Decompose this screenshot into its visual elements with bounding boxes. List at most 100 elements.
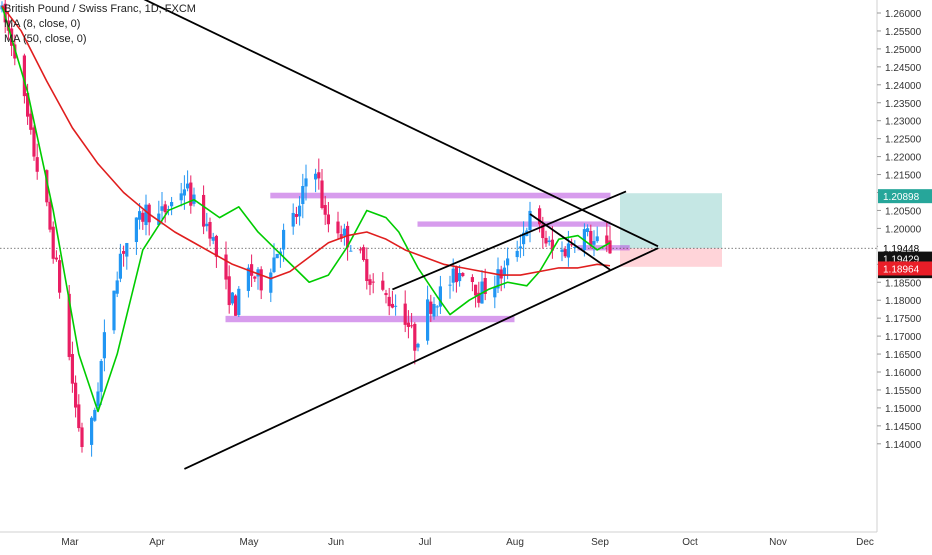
- candle-body: [406, 322, 410, 327]
- candle-body: [294, 214, 298, 217]
- candle-body: [566, 243, 570, 258]
- candle-body: [362, 247, 366, 260]
- candle-body: [26, 93, 30, 117]
- candle-body: [93, 409, 97, 421]
- candle-body: [250, 264, 254, 276]
- x-tick-label: Mar: [61, 537, 79, 548]
- candle-body: [518, 246, 522, 249]
- candle-body: [282, 229, 286, 250]
- candle-body: [458, 272, 462, 282]
- y-tick-label: 1.20500: [885, 206, 922, 217]
- candle-body: [58, 260, 62, 293]
- candle-body: [432, 304, 436, 317]
- candle-body: [186, 183, 190, 189]
- candle-body: [166, 209, 170, 211]
- candle-body: [429, 301, 433, 314]
- candle-body: [301, 186, 305, 205]
- stop-zone: [620, 248, 722, 267]
- y-tick-label: 1.25500: [885, 27, 922, 38]
- candle-body: [77, 404, 81, 429]
- candle-body: [461, 273, 465, 277]
- y-tick-label: 1.15500: [885, 386, 922, 397]
- y-tick-label: 1.21500: [885, 171, 922, 182]
- candle-body: [96, 391, 100, 407]
- candle-body: [90, 417, 94, 445]
- candle-body: [102, 332, 106, 359]
- candle-body: [125, 242, 129, 257]
- candle-body: [474, 284, 478, 296]
- candle-body: [438, 286, 442, 307]
- y-tick-label: 1.14000: [885, 440, 922, 451]
- y-tick-label: 1.22000: [885, 153, 922, 164]
- last-price-label: 1.19448: [883, 244, 920, 255]
- candle-body: [371, 281, 375, 283]
- candle-body: [22, 55, 26, 97]
- candle-body: [483, 277, 487, 294]
- candle-body: [208, 221, 212, 239]
- candle-body: [112, 290, 116, 331]
- y-tick-label: 1.14500: [885, 422, 922, 433]
- candle-body: [416, 343, 420, 348]
- candle-body: [384, 293, 388, 296]
- y-tick-label: 1.23500: [885, 99, 922, 110]
- candle-body: [234, 295, 238, 316]
- ma-slow-line: [1, 5, 611, 280]
- candle-body: [336, 221, 340, 234]
- candle-body: [547, 240, 551, 243]
- candle-body: [368, 279, 372, 285]
- x-tick-label: Oct: [682, 537, 698, 548]
- ma50-price-label: 1.18964: [883, 264, 920, 275]
- x-tick-label: Jun: [328, 537, 344, 548]
- candle-body: [496, 269, 500, 289]
- candle-body: [269, 272, 273, 293]
- candle-body: [515, 250, 519, 258]
- target-price-label: 1.20898: [883, 192, 920, 203]
- y-tick-label: 1.24000: [885, 81, 922, 92]
- candle-body: [448, 284, 452, 286]
- y-tick-label: 1.16500: [885, 350, 922, 361]
- candle-body: [246, 267, 250, 291]
- candle-body: [435, 306, 439, 308]
- candle-body: [314, 173, 318, 180]
- legend-symbol: British Pound / Swiss Franc, 1D, FXCM: [4, 3, 196, 15]
- candle-body: [115, 280, 119, 294]
- candle-body: [179, 193, 183, 201]
- candle-body: [387, 296, 391, 307]
- candle-body: [608, 240, 612, 254]
- y-tick-label: 1.20000: [885, 224, 922, 235]
- y-tick-label: 1.15000: [885, 404, 922, 415]
- candle-body: [403, 303, 407, 325]
- candle-body: [573, 247, 577, 249]
- x-tick-label: Nov: [769, 537, 787, 548]
- x-tick-label: Aug: [506, 537, 524, 548]
- trend-line-2: [392, 190, 627, 291]
- y-tick-label: 1.18500: [885, 278, 922, 289]
- y-tick-label: 1.24500: [885, 63, 922, 74]
- candle-body: [426, 299, 430, 341]
- candle-body: [205, 223, 209, 227]
- candle-body: [323, 205, 327, 215]
- y-tick-label: 1.25000: [885, 45, 922, 56]
- candle-body: [413, 323, 417, 351]
- candle-body: [592, 241, 596, 245]
- target-zone: [620, 193, 722, 249]
- legend-ma-fast: MA (8, close, 0): [4, 18, 81, 30]
- candle-body: [227, 276, 231, 306]
- candle-body: [211, 237, 215, 241]
- candle-body: [454, 266, 458, 283]
- candle-body: [410, 325, 414, 327]
- support-resistance-zone-0: [270, 192, 611, 199]
- candle-body: [67, 293, 71, 357]
- candle-body: [259, 269, 263, 291]
- candle-body: [502, 267, 506, 276]
- candle-body: [189, 182, 193, 206]
- candle-body: [237, 288, 241, 316]
- current-price-label: 1.19429: [883, 255, 920, 266]
- legend: British Pound / Swiss Franc, 1D, FXCM MA…: [4, 2, 196, 47]
- candle-body: [358, 249, 362, 251]
- y-tick-label: 1.26000: [885, 9, 922, 20]
- candle-body: [214, 235, 218, 257]
- candle-body: [298, 205, 302, 217]
